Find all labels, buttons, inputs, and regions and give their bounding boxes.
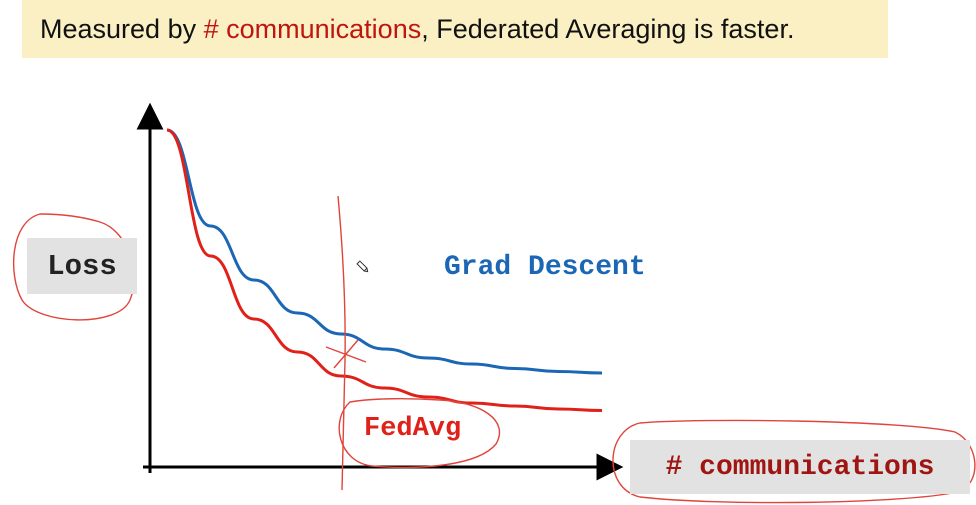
x-axis-label: # communications <box>630 440 970 494</box>
title-suffix: , Federated Averaging is faster. <box>421 13 795 44</box>
series-layer <box>166 128 603 412</box>
series-line-1 <box>166 128 603 412</box>
y-axis-label-text: Loss <box>47 249 117 283</box>
y-axis-label: Loss <box>27 238 137 294</box>
series-line-0 <box>166 128 603 375</box>
slide-title: Measured by # communications, Federated … <box>22 0 888 58</box>
pencil-cursor-icon <box>356 260 369 273</box>
loss-circle <box>12 213 135 321</box>
title-highlight: # communications <box>203 13 422 44</box>
series-label-fedavg: FedAvg <box>364 414 462 444</box>
x-axis-label-text: # communications <box>665 451 935 483</box>
intersection-cross <box>325 339 367 369</box>
title-prefix: Measured by <box>40 13 197 44</box>
fedavg-circle <box>338 397 501 469</box>
series-label-grad-descent: Grad Descent <box>444 252 646 283</box>
vertical-marker-line <box>337 195 346 491</box>
